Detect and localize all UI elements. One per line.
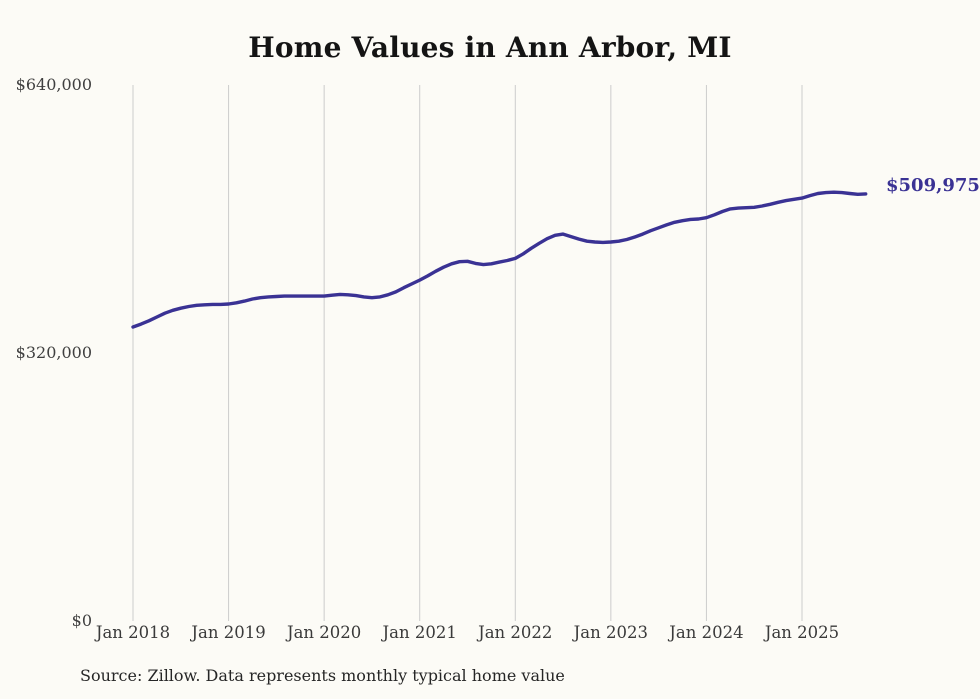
x-axis-tick-label: Jan 2023 bbox=[573, 623, 648, 642]
source-note: Source: Zillow. Data represents monthly … bbox=[80, 666, 565, 685]
y-axis-tick-label: $640,000 bbox=[15, 75, 92, 94]
chart-title: Home Values in Ann Arbor, MI bbox=[248, 31, 732, 64]
x-axis-tick-label: Jan 2022 bbox=[478, 623, 553, 642]
y-axis-tick-label: $320,000 bbox=[15, 343, 92, 362]
x-axis-tick-label: Jan 2024 bbox=[669, 623, 744, 642]
x-axis-tick-label: Jan 2019 bbox=[191, 623, 266, 642]
x-axis-tick-label: Jan 2018 bbox=[95, 623, 171, 642]
x-axis-tick-label: Jan 2020 bbox=[286, 623, 362, 642]
x-axis-tick-label: Jan 2025 bbox=[764, 623, 840, 642]
home-value-series-line bbox=[131, 190, 868, 329]
y-axis-tick-label: $0 bbox=[71, 611, 92, 630]
y-axis: $0 $320,000 $640,000 bbox=[0, 0, 92, 699]
x-axis-tick-label: Jan 2021 bbox=[382, 623, 457, 642]
latest-value-label: $509,975 bbox=[886, 175, 980, 196]
